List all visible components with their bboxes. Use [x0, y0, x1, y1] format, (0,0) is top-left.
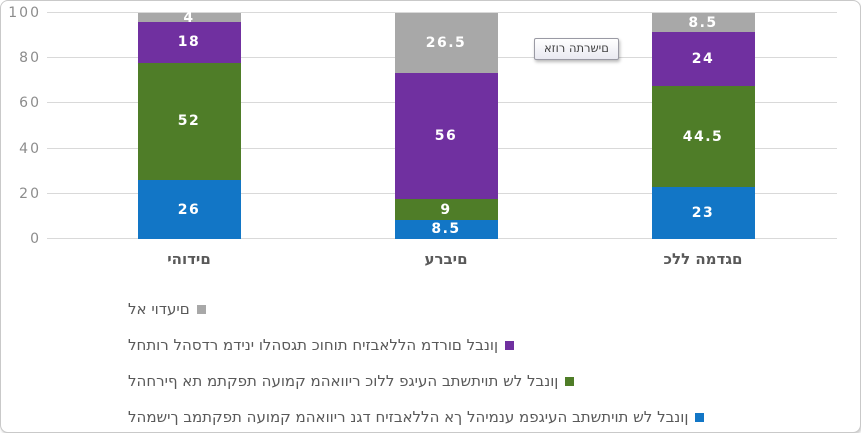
- bar-segment-label: 26: [177, 201, 201, 218]
- legend-label: להמשיך במתקפת העומק מהאוויר נגד חיזבאללה…: [128, 407, 689, 426]
- chart-area-tooltip: אזור התרשים: [534, 38, 619, 60]
- category-label: כלל המדגם: [663, 250, 743, 268]
- plot-area[interactable]: 26 52 18 4 8.5 9 56 26.5 23 44.5 24 8.5: [47, 9, 837, 239]
- legend-item[interactable]: לא יודעים: [128, 299, 206, 319]
- bar-segment[interactable]: 56: [394, 72, 498, 200]
- y-tick-label: 20: [19, 185, 41, 202]
- category-label: ערבים: [424, 250, 468, 268]
- bar-segment[interactable]: 8.5: [394, 219, 498, 239]
- bar-segment-label: 44.5: [682, 128, 724, 145]
- bar-segment[interactable]: 26: [137, 180, 241, 239]
- legend-marker-icon: [196, 304, 206, 314]
- legend-label: לחתור להסדר מדיני ולהסגת כוחות חיזבאללה …: [128, 335, 499, 354]
- bar-segment-label: 23: [691, 205, 715, 222]
- bar-segment-label: 26.5: [425, 34, 467, 51]
- y-tick-label: 100: [8, 5, 41, 21]
- bar-segment[interactable]: 8.5: [651, 13, 755, 33]
- bar-segment[interactable]: 44.5: [651, 86, 755, 188]
- bar-segment-label: 24: [691, 51, 715, 68]
- legend-label: להחריף את מתקפת העומק מהאוויר כולל פגיעה…: [128, 371, 559, 390]
- bar-segment-label: 52: [177, 113, 201, 130]
- bar-segment-label: 9: [440, 201, 452, 218]
- legend-marker-icon: [695, 412, 705, 422]
- y-gridline: [47, 12, 837, 13]
- bar-segment[interactable]: 52: [137, 62, 241, 181]
- bar-segment-label: 56: [434, 128, 458, 145]
- bar-segment[interactable]: 18: [137, 22, 241, 63]
- y-tick-label: 80: [19, 50, 41, 67]
- y-tick-label: 60: [19, 95, 41, 112]
- bar-segment[interactable]: 26.5: [394, 13, 498, 73]
- bar-segment-label: 8.5: [688, 14, 718, 31]
- bar-segment[interactable]: 24: [651, 32, 755, 87]
- bar-segment-label: 4: [183, 9, 195, 26]
- legend-item[interactable]: להחריף את מתקפת העומק מהאוויר כולל פגיעה…: [128, 371, 575, 391]
- bar-segment[interactable]: 23: [651, 187, 755, 239]
- legend-marker-icon: [565, 376, 575, 386]
- y-tick-label: 0: [30, 231, 41, 247]
- bar-segment[interactable]: 9: [394, 199, 498, 220]
- category-label: יהודים: [167, 250, 211, 268]
- legend-label: לא יודעים: [128, 299, 190, 318]
- bar-segment-label: 18: [177, 34, 201, 51]
- bar-segment[interactable]: 4: [137, 9, 241, 26]
- legend-item[interactable]: לחתור להסדר מדיני ולהסגת כוחות חיזבאללה …: [128, 335, 515, 355]
- bar-segment-label: 8.5: [431, 221, 461, 238]
- legend-item[interactable]: להמשיך במתקפת העומק מהאוויר נגד חיזבאללה…: [128, 407, 705, 427]
- y-tick-label: 40: [19, 140, 41, 157]
- legend-marker-icon: [505, 340, 515, 350]
